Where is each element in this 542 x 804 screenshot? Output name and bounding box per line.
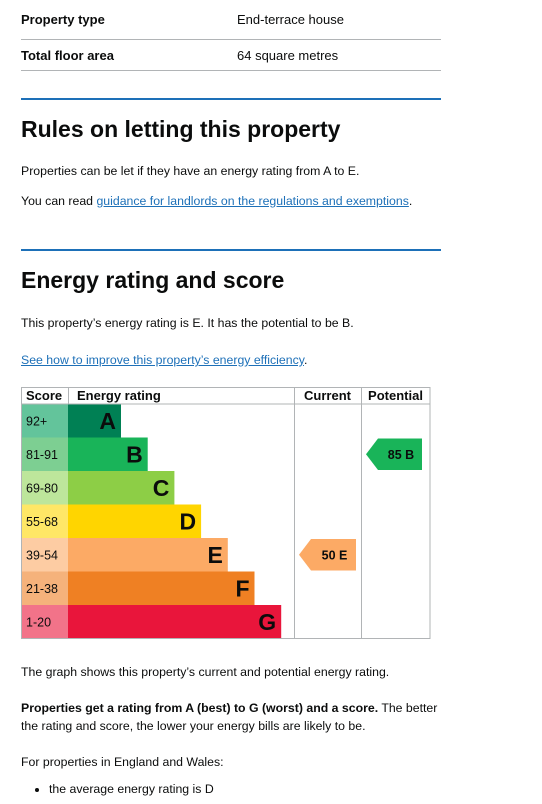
band-score-cell <box>21 605 68 639</box>
band-bar-c <box>68 471 175 505</box>
section-divider <box>21 98 441 100</box>
band-score-cell <box>21 571 68 605</box>
band-score-cell <box>21 504 68 538</box>
letting-heading: Rules on letting this property <box>21 116 341 142</box>
band-score-cell <box>21 471 68 505</box>
band-score-label: 21-38 <box>26 582 58 596</box>
band-letter: D <box>179 508 196 534</box>
current-arrow <box>299 539 356 571</box>
letting-guidance-paragraph: You can read guidance for landlords on t… <box>21 192 441 210</box>
band-score-label: 81-91 <box>26 448 58 462</box>
band-bar-d <box>68 504 202 538</box>
band-score-label: 39-54 <box>26 548 58 562</box>
england-wales-text: For properties in England and Wales: <box>21 755 224 769</box>
band-bar-g <box>68 605 282 639</box>
current-column-header: Current <box>304 388 352 403</box>
score-column-header: Score <box>26 388 62 403</box>
energy-rating-chart: Score Energy rating Current Potential 92+ A 81… <box>21 387 431 639</box>
summary-key: Total floor area <box>21 47 114 63</box>
summary-value: End-terrace house <box>237 12 344 27</box>
band-letter: G <box>258 609 276 635</box>
band-letter: E <box>207 542 222 568</box>
summary-row-property-type: Property type End-terrace house <box>21 0 441 40</box>
chart-border <box>21 387 431 639</box>
improve-efficiency-link[interactable]: See how to improve this property’s energ… <box>21 353 304 367</box>
guidance-suffix: . <box>408 194 413 208</box>
summary-value: 64 square metres <box>237 47 339 63</box>
current-rating-label: 50 E <box>322 548 348 562</box>
graph-caption: The graph shows this property’s current … <box>21 665 390 679</box>
potential-arrow <box>366 438 422 470</box>
band-bar-a <box>68 404 121 438</box>
letting-paragraph: Properties can be let if they have an en… <box>21 164 360 178</box>
guidance-link[interactable]: guidance for landlords on the regulation… <box>96 194 409 208</box>
summary-row-floor-area: Total floor area 64 square metres <box>21 40 441 71</box>
band-letter: F <box>235 575 249 601</box>
band-score-cell <box>21 538 68 572</box>
band-score-cell <box>21 437 68 471</box>
improve-suffix: . <box>303 353 308 367</box>
band-score-cell <box>21 404 68 438</box>
rating-explanation-rest: The better the rating and score, the low… <box>21 701 438 733</box>
summary-key: Property type <box>21 12 105 27</box>
potential-rating-label: 85 B <box>388 448 414 462</box>
average-list: the average energy rating is D <box>21 780 214 798</box>
section-divider <box>21 249 441 251</box>
band-letter: C <box>153 475 170 501</box>
band-bar-e <box>68 538 228 572</box>
band-score-label: 1-20 <box>26 615 51 629</box>
improve-paragraph: See how to improve this property’s energ… <box>21 351 441 369</box>
band-bar-b <box>68 437 148 471</box>
energy-intro: This property’s energy rating is E. It h… <box>21 316 354 330</box>
rating-explanation: Properties get a rating from A (best) to… <box>21 699 441 735</box>
band-score-label: 69-80 <box>26 481 58 495</box>
rating-explanation-bold: Properties get a rating from A (best) to… <box>21 701 379 715</box>
guidance-prefix: You can read <box>21 194 97 208</box>
band-score-label: 92+ <box>26 414 47 428</box>
band-letter: A <box>99 408 116 434</box>
list-item: the average energy rating is D <box>49 780 214 798</box>
energy-heading: Energy rating and score <box>21 267 285 293</box>
band-bar-f <box>68 571 255 605</box>
band-score-label: 55-68 <box>26 515 58 529</box>
rating-column-header: Energy rating <box>77 388 161 403</box>
band-letter: B <box>126 441 143 467</box>
page-content: Property type End-terrace house Total fl… <box>21 0 441 796</box>
potential-column-header: Potential <box>368 388 423 403</box>
